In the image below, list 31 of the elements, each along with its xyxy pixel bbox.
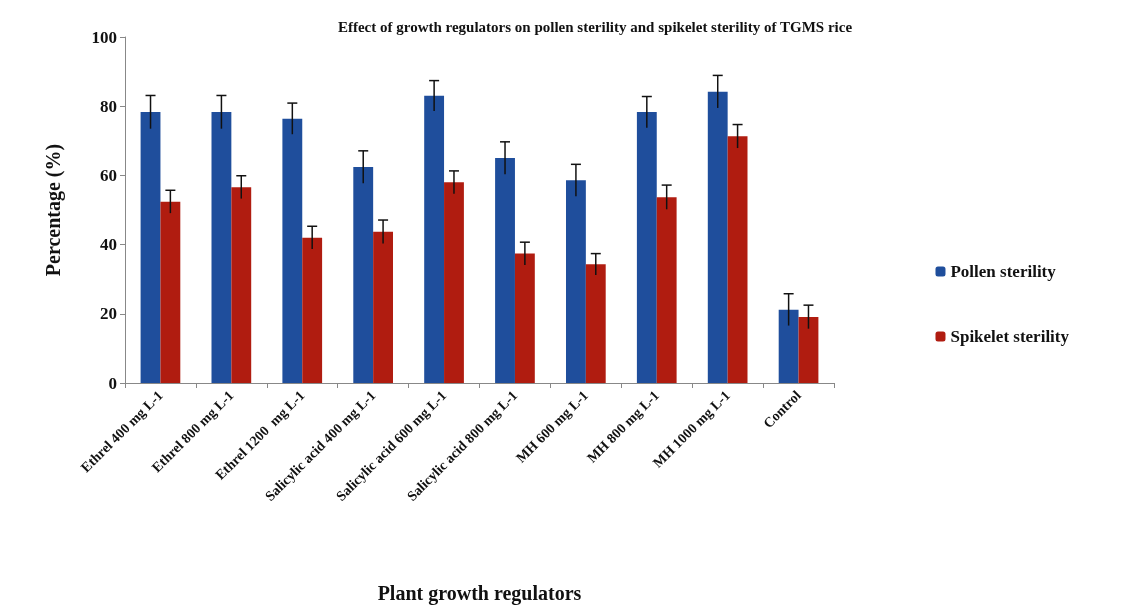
bar <box>373 231 393 383</box>
bar <box>282 118 303 383</box>
bar <box>140 112 161 383</box>
bar <box>302 237 323 383</box>
bar <box>566 180 586 383</box>
bar <box>656 197 677 383</box>
bar <box>707 91 728 383</box>
bar <box>160 201 181 383</box>
y-tick-label: 0 <box>108 373 117 393</box>
bar <box>778 309 799 383</box>
legend-label: Spikelet sterility <box>950 327 1070 346</box>
x-axis-title: Plant growth regulators <box>377 582 582 605</box>
bar <box>636 112 657 383</box>
y-axis-title: Percentage (%) <box>42 143 65 277</box>
bar <box>353 167 374 383</box>
y-tick-label: 40 <box>100 235 117 255</box>
y-tick-label: 80 <box>100 96 117 116</box>
bar <box>495 158 515 383</box>
y-tick-label: 60 <box>100 165 117 185</box>
y-tick-label: 100 <box>91 27 117 47</box>
bar <box>798 316 819 383</box>
bar <box>585 264 606 383</box>
bar <box>444 182 464 383</box>
y-tick-label: 20 <box>100 304 117 324</box>
legend-label: Pollen sterility <box>950 262 1057 281</box>
bar <box>211 112 232 383</box>
bar <box>514 253 535 383</box>
chart-title: Effect of growth regulators on pollen sterility and spikelet sterility of TGMS rice <box>337 18 853 35</box>
bar <box>727 136 748 383</box>
bar <box>231 187 252 383</box>
bar <box>424 95 445 383</box>
